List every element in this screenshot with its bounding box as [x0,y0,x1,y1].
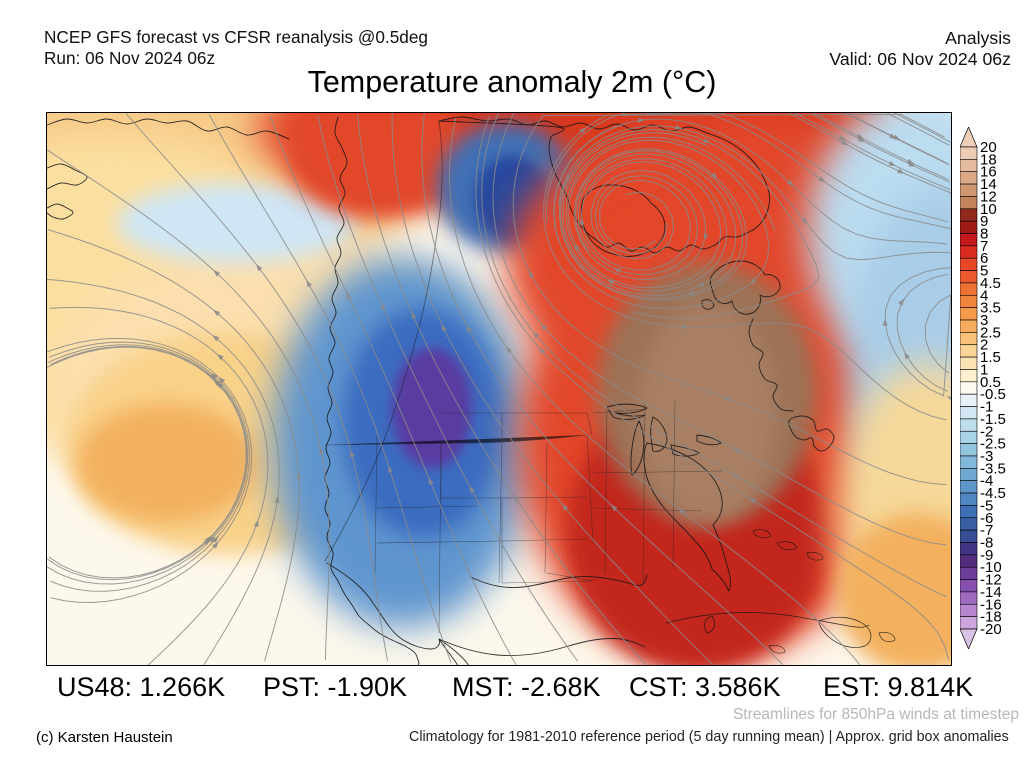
svg-text:-20: -20 [980,621,1002,638]
